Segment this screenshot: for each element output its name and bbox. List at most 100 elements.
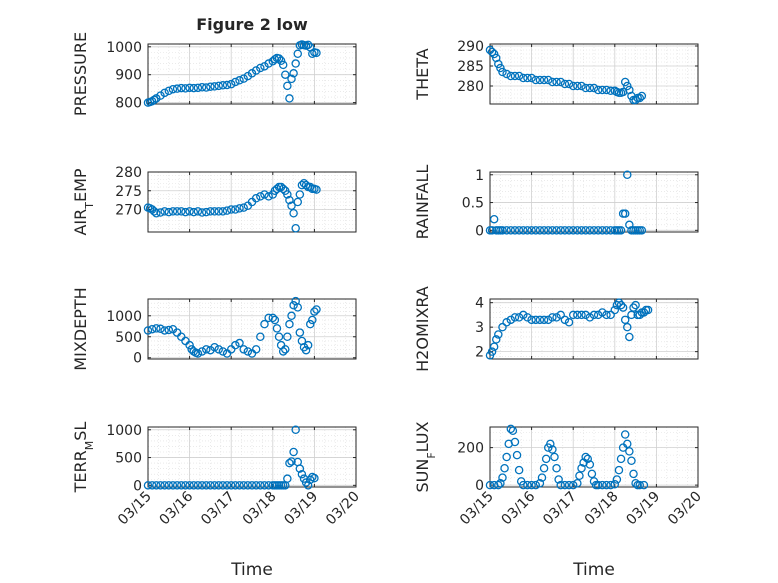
data-point xyxy=(226,481,236,490)
data-point xyxy=(235,76,244,85)
x-axis-label-left: Time xyxy=(230,560,273,580)
data-point xyxy=(498,67,507,77)
y-tick-label: 200 xyxy=(457,441,484,457)
data-point xyxy=(185,207,194,216)
data-point xyxy=(189,83,199,93)
data-point xyxy=(519,310,528,320)
data-point xyxy=(214,81,223,91)
y-tick-label: 1000 xyxy=(106,40,142,56)
data-point xyxy=(222,206,232,215)
data-point xyxy=(537,473,547,482)
data-point xyxy=(278,60,288,70)
data-point xyxy=(610,479,620,489)
data-point xyxy=(210,481,219,490)
data-point xyxy=(606,310,615,320)
data-point xyxy=(550,452,559,462)
data-point xyxy=(589,226,599,235)
data-point xyxy=(193,481,203,490)
data-point xyxy=(610,305,620,315)
data-point xyxy=(620,315,630,325)
data-point xyxy=(251,193,261,203)
data-point xyxy=(535,478,545,488)
data-point xyxy=(274,54,284,63)
data-point xyxy=(539,315,549,325)
subplot-air_temp: 270 275 280 AIRTEMP xyxy=(71,165,357,236)
data-point xyxy=(156,208,165,217)
data-point xyxy=(564,480,574,490)
data-point xyxy=(618,303,628,312)
data-point xyxy=(506,71,516,81)
data-point xyxy=(568,310,578,320)
data-point xyxy=(295,464,305,473)
data-point xyxy=(231,340,240,350)
y-tick-label: 0 xyxy=(133,351,142,367)
data-point xyxy=(301,180,311,190)
data-point xyxy=(639,308,649,317)
data-point xyxy=(193,207,203,216)
data-point xyxy=(152,481,161,490)
data-point xyxy=(152,324,161,333)
data-point xyxy=(585,460,595,469)
data-point xyxy=(539,463,549,473)
x-tick-label: 03/17 xyxy=(198,489,238,529)
data-point xyxy=(239,74,248,83)
data-point xyxy=(289,301,298,310)
data-point xyxy=(160,88,169,98)
y-axis-label: THETA xyxy=(413,48,432,100)
data-point xyxy=(251,345,261,354)
data-point xyxy=(510,226,520,235)
data-point xyxy=(312,305,321,314)
data-point xyxy=(606,226,615,235)
y-axis-label: PRESSURE xyxy=(71,32,90,116)
data-point xyxy=(201,207,211,217)
x-tick-label: 03/15 xyxy=(115,489,155,529)
data-point xyxy=(496,478,505,488)
data-point xyxy=(531,75,541,85)
data-point xyxy=(535,226,545,235)
data-point xyxy=(272,324,282,333)
data-point xyxy=(287,201,296,210)
data-point xyxy=(606,480,615,490)
data-point xyxy=(185,340,194,350)
data-point xyxy=(512,450,522,460)
data-point xyxy=(616,454,626,464)
data-point xyxy=(560,480,570,490)
y-tick-label: 800 xyxy=(115,96,142,112)
data-point xyxy=(623,439,632,449)
axes-box xyxy=(489,298,699,360)
data-point xyxy=(502,452,511,462)
data-point xyxy=(281,345,290,354)
x-tick-label: 03/18 xyxy=(582,489,622,529)
data-point xyxy=(585,313,595,322)
data-point xyxy=(543,315,553,325)
data-point xyxy=(197,481,207,490)
data-point xyxy=(287,457,296,466)
data-point xyxy=(506,315,516,325)
y-tick-label: 2 xyxy=(475,345,484,361)
data-point xyxy=(274,332,284,342)
data-point xyxy=(489,214,499,224)
data-point xyxy=(627,310,636,320)
y-tick-label: 900 xyxy=(115,68,142,84)
data-point xyxy=(573,478,582,488)
data-point xyxy=(568,480,578,490)
data-point xyxy=(620,77,630,87)
x-tick-label: 03/20 xyxy=(323,489,363,529)
data-point xyxy=(251,66,261,75)
data-point xyxy=(289,447,298,457)
data-point xyxy=(156,481,165,490)
data-point xyxy=(214,207,223,216)
data-point xyxy=(235,338,244,348)
data-point xyxy=(201,83,211,92)
data-point xyxy=(527,480,536,490)
data-point xyxy=(498,473,507,482)
data-point xyxy=(308,315,317,325)
data-point xyxy=(573,310,582,320)
data-point xyxy=(160,207,169,216)
data-point xyxy=(231,481,240,490)
data-point xyxy=(147,324,157,334)
data-point xyxy=(623,170,632,180)
data-point xyxy=(502,226,511,235)
data-point xyxy=(564,79,574,89)
data-point xyxy=(164,207,174,217)
